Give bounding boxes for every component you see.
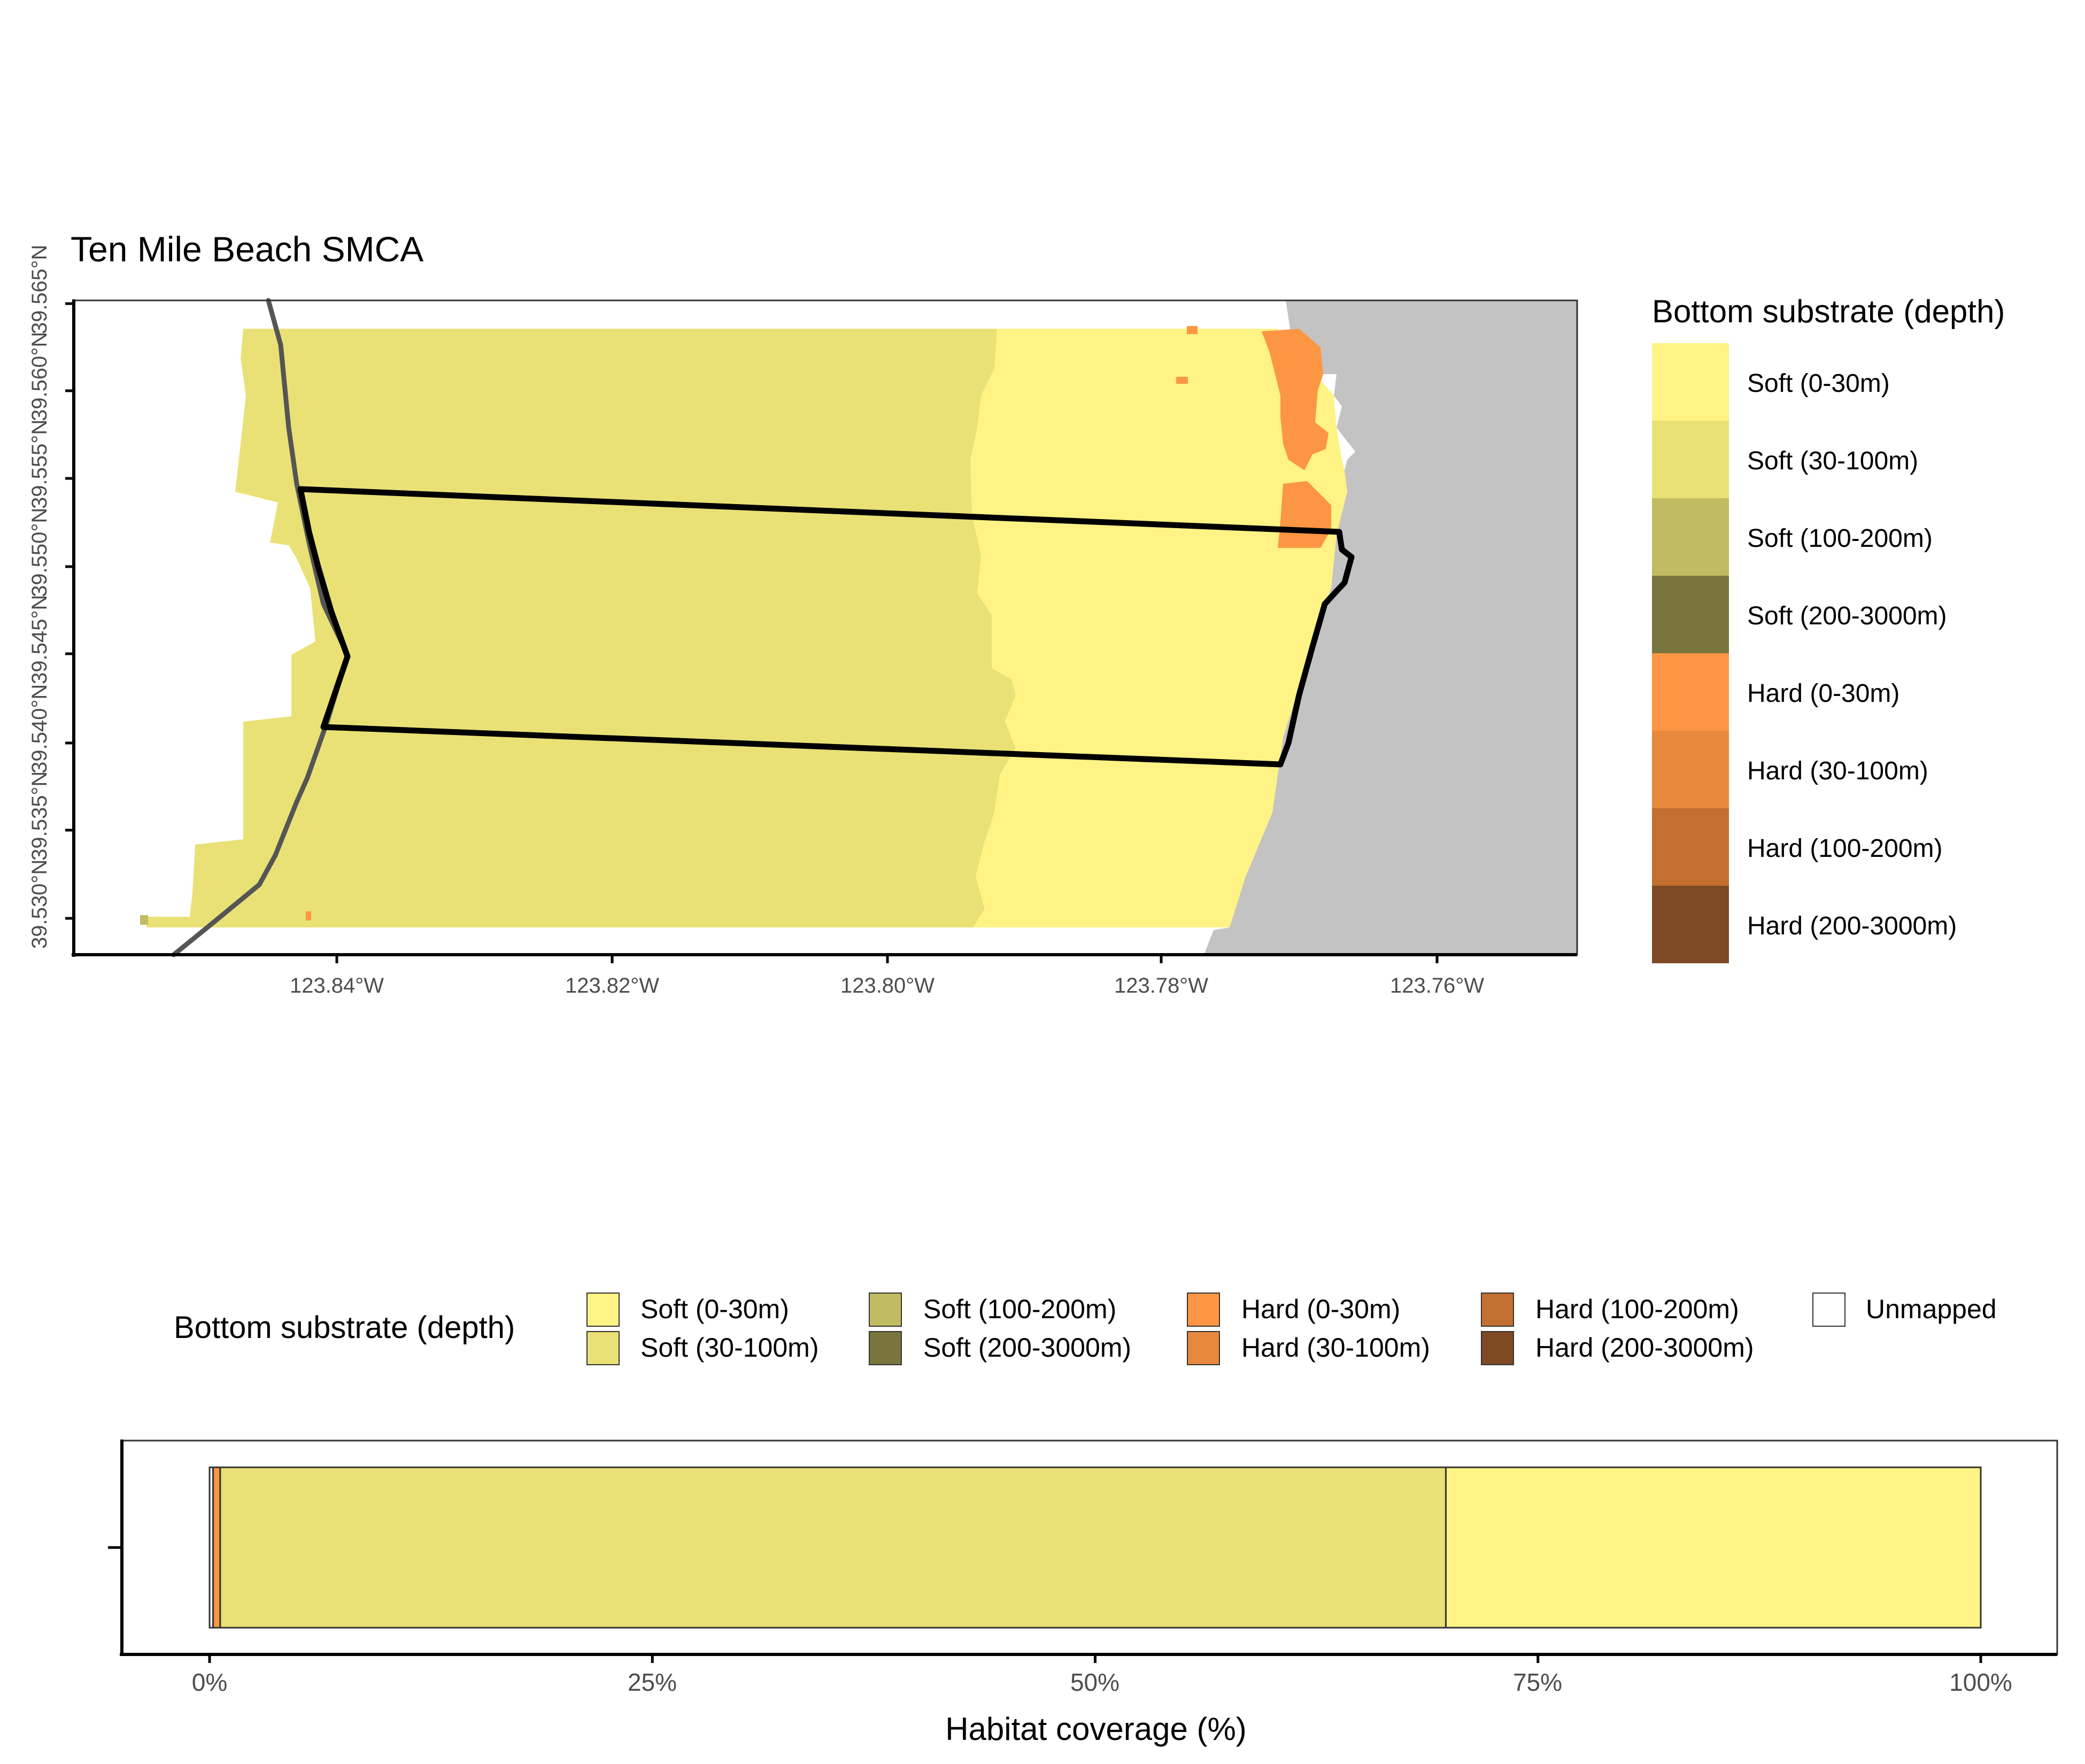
soft-30-100m-region xyxy=(146,329,1016,927)
legend-label: Hard (200-3000m) xyxy=(1535,1333,1754,1363)
soft-100-200m-region xyxy=(140,915,148,925)
bar-x-ticks xyxy=(208,1654,1982,1663)
legend-swatch xyxy=(869,1331,902,1365)
legend-swatch xyxy=(1481,1331,1514,1365)
legend-swatch xyxy=(1652,653,1729,731)
legend-label: Hard (100-200m) xyxy=(1535,1294,1739,1324)
legend-swatch xyxy=(1187,1331,1220,1365)
bar-segment xyxy=(212,1466,221,1629)
soft-0-30m-region xyxy=(970,329,1347,927)
map-legend-title: Bottom substrate (depth) xyxy=(1652,293,2005,329)
legend-label: Soft (100-200m) xyxy=(923,1294,1117,1324)
legend-swatch xyxy=(586,1293,620,1327)
legend-label: Hard (30-100m) xyxy=(1747,757,1928,785)
map-x-tick-label: 123.80°W xyxy=(840,974,935,997)
legend-label: Hard (200-3000m) xyxy=(1747,912,1957,940)
hard-0-30m-region xyxy=(306,911,311,920)
legend-swatch xyxy=(1652,886,1729,963)
bar-legend-title: Bottom substrate (depth) xyxy=(174,1310,515,1345)
legend-label: Hard (0-30m) xyxy=(1241,1294,1401,1324)
legend-label: Soft (200-3000m) xyxy=(923,1333,1132,1363)
map-x-tick-label: 123.84°W xyxy=(289,974,384,997)
map-x-tick-label: 123.82°W xyxy=(565,974,660,997)
map-title: Ten Mile Beach SMCA xyxy=(71,229,424,269)
legend-swatch xyxy=(1812,1293,1845,1327)
legend-swatch xyxy=(1652,808,1729,886)
bar-x-tick-label: 0% xyxy=(191,1668,228,1696)
legend-swatch xyxy=(1187,1293,1220,1327)
legend-swatch xyxy=(1652,421,1729,498)
hard-0-30m-region xyxy=(1176,377,1188,384)
legend-label: Soft (0-30m) xyxy=(1747,369,1890,398)
legend-label: Soft (100-200m) xyxy=(1747,524,1933,553)
bar-segment xyxy=(1445,1466,1982,1629)
hard-0-30m-region xyxy=(1262,329,1329,470)
legend-label: Soft (0-30m) xyxy=(640,1294,789,1324)
map-x-tick-label: 123.76°W xyxy=(1389,974,1485,997)
bar-segment xyxy=(219,1466,1447,1629)
legend-label: Soft (30-100m) xyxy=(1747,447,1919,475)
map-x-tick-label: 123.78°W xyxy=(1114,974,1209,997)
bar-x-tick-label: 50% xyxy=(1070,1668,1120,1696)
legend-swatch xyxy=(586,1331,620,1365)
legend-label: Hard (0-30m) xyxy=(1747,679,1900,708)
bar-x-tick-label: 75% xyxy=(1512,1668,1563,1696)
legend-swatch xyxy=(1652,343,1729,421)
map-y-ticks xyxy=(65,302,74,920)
bar-x-axis-title: Habitat coverage (%) xyxy=(945,1711,1247,1747)
legend-label: Soft (200-3000m) xyxy=(1747,602,1947,630)
bar-x-tick-label: 100% xyxy=(1949,1668,2012,1696)
legend-swatch xyxy=(1652,498,1729,576)
legend-label: Hard (100-200m) xyxy=(1747,834,1943,863)
legend-swatch xyxy=(869,1293,902,1327)
legend-label: Unmapped xyxy=(1866,1294,1997,1324)
legend-swatch xyxy=(1652,731,1729,808)
bar-segments xyxy=(208,1466,1982,1629)
mpa-boundary xyxy=(297,486,1355,768)
legend-label: Hard (30-100m) xyxy=(1241,1333,1430,1363)
legend-swatch xyxy=(1481,1293,1514,1327)
legend-swatch xyxy=(1652,576,1729,653)
map-x-ticks xyxy=(335,955,1439,963)
legend-label: Soft (30-100m) xyxy=(640,1333,819,1363)
bar-x-tick-label: 25% xyxy=(627,1668,677,1696)
hard-0-30m-region xyxy=(1187,326,1198,334)
land-area xyxy=(1204,300,1577,955)
